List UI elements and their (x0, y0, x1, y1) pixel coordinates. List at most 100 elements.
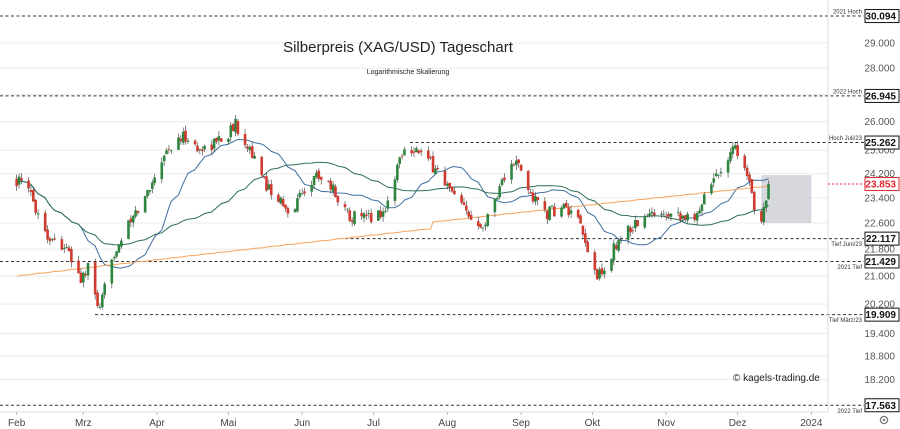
candle-down (450, 186, 454, 192)
candle-down (417, 150, 421, 153)
candle-up (312, 175, 316, 186)
candle-up (396, 164, 399, 180)
candle-up (560, 207, 563, 217)
gear-icon[interactable] (879, 415, 889, 425)
candle-down (448, 182, 451, 188)
candle-down (329, 180, 333, 190)
candle-up (686, 213, 689, 221)
candle-down (567, 206, 570, 216)
candle-down (576, 209, 580, 218)
candle-down (303, 191, 306, 194)
candle-down (517, 159, 520, 164)
candle-down (579, 215, 582, 224)
candle-down (260, 156, 264, 176)
candle-up (346, 208, 349, 210)
candle-down (60, 239, 64, 250)
candle-down (96, 292, 99, 307)
y-tick-label: 28.000 (864, 64, 895, 75)
candle-up (148, 190, 152, 192)
candle-down (265, 176, 268, 191)
candle-up (212, 138, 216, 149)
candle-down (479, 224, 482, 228)
y-tick-label: 26.000 (864, 117, 895, 128)
candle-down (679, 213, 682, 220)
candle-up (227, 138, 230, 142)
candle-up (714, 173, 718, 177)
candle-up (676, 211, 680, 213)
candle-up (548, 206, 551, 221)
candle-down (586, 241, 589, 253)
candle-down (43, 212, 47, 232)
candle-down (460, 195, 463, 203)
candle-up (446, 183, 449, 186)
candle-down (436, 168, 440, 170)
candle-up (177, 137, 180, 150)
y-tick-label: 29.000 (864, 38, 895, 49)
candle-up (381, 211, 385, 217)
candle-down (400, 155, 404, 157)
candle-down (34, 199, 37, 213)
candle-up (300, 193, 304, 195)
candle-up (550, 205, 554, 207)
y-tick-label: 23.400 (864, 193, 895, 204)
candle-up (562, 204, 566, 209)
candle-up (712, 178, 716, 183)
level-value-box (864, 88, 900, 103)
level-name: Tief Juni/23 (831, 242, 862, 248)
candle-down (529, 192, 532, 194)
candle-up (115, 251, 118, 257)
candle-up (619, 240, 623, 242)
candle-up (98, 306, 102, 308)
candle-down (614, 245, 618, 249)
candle-down (336, 196, 340, 203)
x-tick-label: Nov (657, 418, 675, 429)
candle-down (32, 190, 35, 202)
candle-down (365, 214, 368, 216)
candle-down (15, 178, 18, 187)
candle-up (681, 215, 685, 219)
candle-down (215, 137, 218, 142)
level-value-box (864, 231, 900, 246)
candle-down (327, 180, 330, 182)
candle-down (286, 208, 290, 214)
level-name: 2021 Tief (837, 265, 862, 271)
candle-down (20, 178, 23, 181)
candle-up (569, 210, 573, 214)
candle-up (484, 224, 487, 227)
x-tick-label: Mrz (75, 418, 92, 429)
y-tick-label: 24.200 (864, 169, 895, 180)
candle-up (729, 152, 732, 162)
candle-up (186, 140, 190, 142)
candle-down (262, 176, 266, 178)
y-tick-label: 18.200 (864, 375, 895, 386)
candle-down (219, 138, 223, 142)
candle-up (510, 163, 513, 180)
candle-up (377, 210, 380, 221)
y-tick-label: 21.000 (864, 272, 895, 283)
candle-down (250, 146, 254, 158)
candle-up (398, 157, 402, 164)
candle-down (593, 252, 597, 271)
candle-up (367, 213, 371, 214)
candle-up (645, 215, 649, 217)
candle-up (153, 177, 156, 184)
candle-up (717, 174, 720, 176)
current-price: 23.853 (828, 177, 900, 192)
candle-down (631, 230, 635, 232)
candle-up (81, 272, 85, 283)
candle-up (279, 197, 283, 204)
candle-down (581, 225, 585, 235)
candle-down (512, 164, 516, 166)
x-tick-label: Feb (8, 418, 26, 429)
level-name: 2021 Hoch (833, 10, 862, 16)
candle-down (748, 174, 751, 182)
candle-down (179, 138, 183, 142)
candle-up (648, 213, 651, 216)
candle-down (752, 192, 756, 211)
candle-up (495, 197, 499, 200)
level-value-box (864, 135, 900, 150)
candle-up (248, 146, 252, 151)
